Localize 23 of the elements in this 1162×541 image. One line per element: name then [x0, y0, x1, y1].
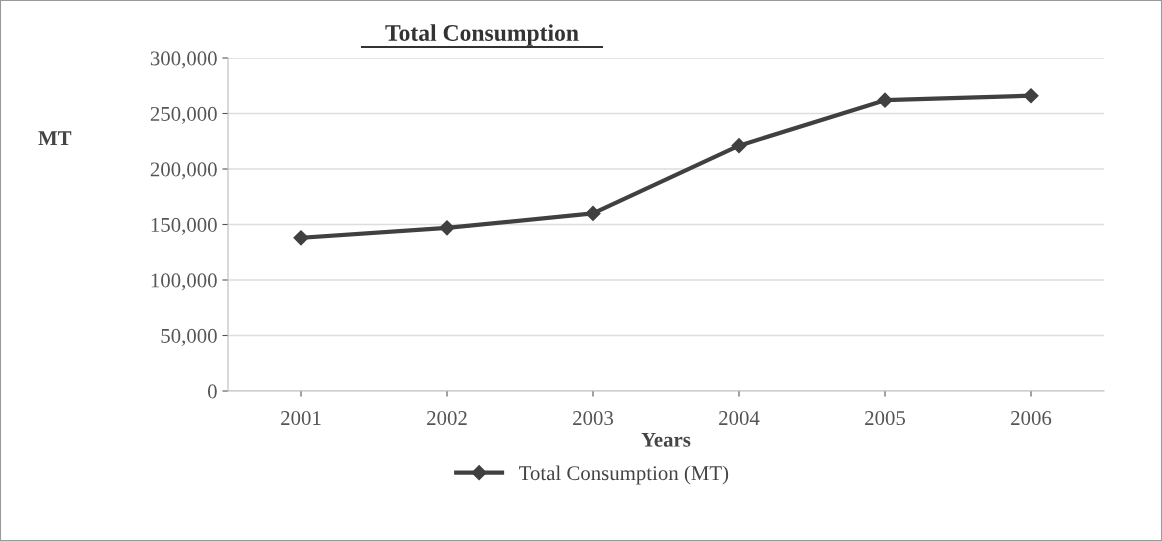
legend-label: Total Consumption (MT)	[519, 465, 729, 485]
y-tick-label: 200,000	[150, 162, 217, 180]
point	[439, 220, 455, 236]
point	[877, 92, 893, 108]
x-tick-label: 2005	[865, 411, 906, 426]
x-tick-label: 2004	[719, 411, 760, 426]
y-tick-label: 0	[207, 384, 217, 399]
x-tick-label: 2001	[281, 411, 321, 426]
x-axis-title: Years	[641, 432, 691, 447]
x-tick-label: 2006	[1011, 411, 1052, 426]
point	[1023, 88, 1039, 104]
y-tick-label: 250,000	[150, 106, 217, 124]
y-tick-label: 50,000	[161, 328, 217, 346]
x-tick-label: 2003	[573, 411, 614, 426]
point	[731, 138, 747, 154]
y-axis-title: MT	[38, 131, 72, 146]
chart-title: Total Consumption	[385, 24, 579, 46]
x-tick-label: 2002	[427, 411, 467, 426]
point	[585, 205, 601, 221]
y-tick-label: 300,000	[150, 51, 217, 69]
y-tick-label: 100,000	[151, 273, 217, 291]
point	[293, 230, 309, 246]
y-tick-label: 150,000	[151, 217, 217, 235]
